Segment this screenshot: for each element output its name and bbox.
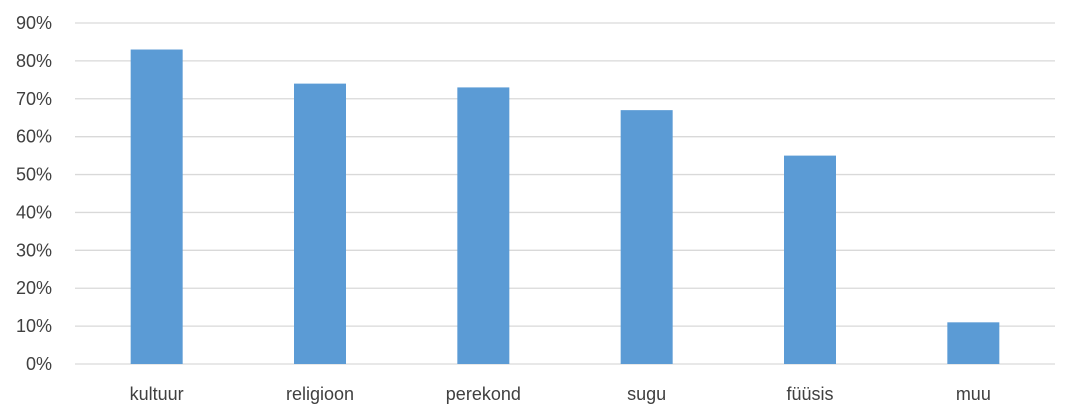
y-tick-label: 20%: [16, 278, 52, 298]
x-axis-tick-labels: kultuur religioon perekond sugu füüsis muu: [130, 384, 991, 404]
bar-muu: [947, 322, 1000, 364]
bars: [130, 49, 1000, 365]
y-tick-label: 40%: [16, 202, 52, 222]
x-tick-label: füüsis: [786, 384, 833, 404]
y-tick-label: 70%: [16, 89, 52, 109]
bar-religioon: [294, 83, 346, 364]
bar-füüsis: [784, 155, 836, 364]
y-tick-label: 30%: [16, 240, 52, 260]
x-tick-label: religioon: [286, 384, 354, 404]
bar-perekond: [457, 87, 510, 365]
bar-kultuur: [130, 49, 183, 365]
y-tick-label: 90%: [16, 13, 52, 33]
x-tick-label: sugu: [627, 384, 666, 404]
y-tick-label: 80%: [16, 51, 52, 71]
y-tick-label: 0%: [26, 354, 52, 374]
x-tick-label: kultuur: [130, 384, 184, 404]
x-tick-label: muu: [956, 384, 991, 404]
y-tick-label: 10%: [16, 316, 52, 336]
y-tick-label: 50%: [16, 165, 52, 185]
bar-sugu: [620, 110, 673, 365]
gridlines: [75, 22, 1055, 365]
y-tick-label: 60%: [16, 127, 52, 147]
y-axis-tick-labels: 0% 10% 20% 30% 40% 50% 60% 70% 80% 90%: [16, 13, 52, 374]
x-tick-label: perekond: [446, 384, 521, 404]
